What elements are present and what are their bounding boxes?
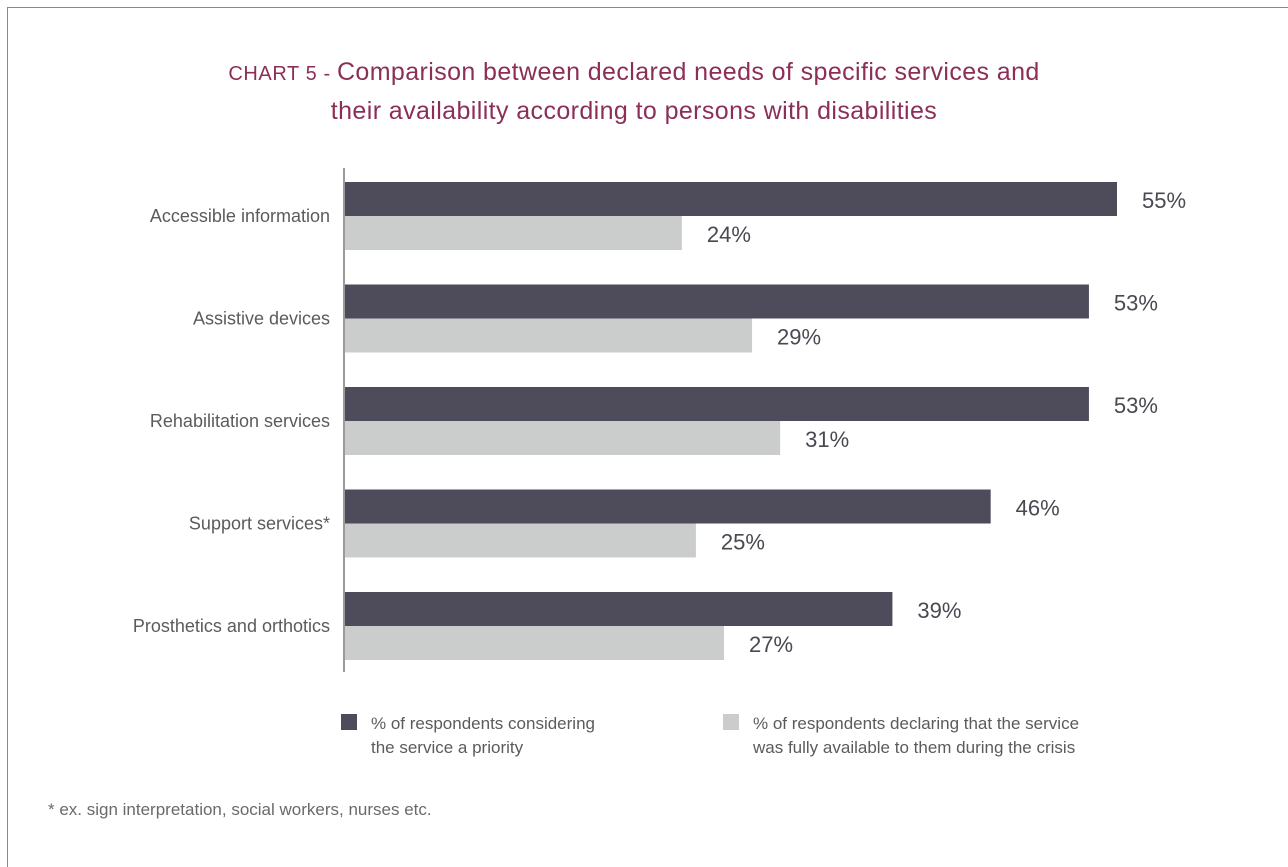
data-label-available: 29% xyxy=(777,325,821,350)
data-label-priority: 55% xyxy=(1142,188,1186,213)
bar-available xyxy=(345,216,682,250)
bar-priority xyxy=(345,489,991,524)
category-label: Assistive devices xyxy=(193,309,330,329)
chart-title-prefix: CHART 5 - xyxy=(228,63,337,85)
category-label: Prosthetics and orthotics xyxy=(133,616,330,636)
category-label: Rehabilitation services xyxy=(150,411,330,431)
category-label: Accessible information xyxy=(150,206,330,226)
data-label-available: 31% xyxy=(805,427,849,452)
chart-title: CHART 5 - Comparison between declared ne… xyxy=(0,54,1268,130)
data-label-available: 25% xyxy=(721,530,765,555)
data-label-available: 27% xyxy=(749,632,793,657)
bar-priority xyxy=(345,182,1117,216)
data-label-priority: 39% xyxy=(917,598,961,623)
bar-priority xyxy=(345,592,893,626)
legend-item-available: % of respondents declaring that the serv… xyxy=(723,712,1153,760)
legend-label-priority-line-1: % of respondents considering xyxy=(371,714,595,733)
bar-available xyxy=(345,626,724,660)
chart-title-line-2: their availability according to persons … xyxy=(330,97,938,125)
legend-label-available-line-2: was fully available to them during the c… xyxy=(753,738,1076,757)
bar-priority xyxy=(345,387,1089,421)
chart-title-line-1: CHART 5 - Comparison between declared ne… xyxy=(0,54,1268,93)
chart-title-text-1: Comparison between declared needs of spe… xyxy=(336,58,1040,86)
bar-available xyxy=(345,421,781,455)
legend-label-available-line-1: % of respondents declaring that the serv… xyxy=(753,714,1080,733)
category-label: Support services* xyxy=(189,514,330,534)
legend-item-priority: % of respondents considering the service… xyxy=(341,712,771,760)
legend-label-priority-line-2: the service a priority xyxy=(371,738,524,757)
legend-label-available: % of respondents declaring that the serv… xyxy=(753,712,1153,760)
legend-label-priority: % of respondents considering the service… xyxy=(371,712,771,760)
bar-chart: Accessible information 55% 24% Assistive de… xyxy=(133,168,1186,672)
legend-swatch-priority xyxy=(341,714,357,730)
data-label-priority: 46% xyxy=(1016,496,1060,521)
bar-available xyxy=(345,523,696,558)
footnote: * ex. sign interpretation, social worker… xyxy=(48,800,432,819)
data-label-priority: 53% xyxy=(1114,393,1158,418)
chart-frame xyxy=(7,7,1288,867)
data-label-available: 24% xyxy=(707,222,751,247)
data-label-priority: 53% xyxy=(1114,291,1158,316)
bar-available xyxy=(345,318,753,353)
bar-priority xyxy=(345,284,1089,319)
legend-swatch-available xyxy=(723,714,739,730)
